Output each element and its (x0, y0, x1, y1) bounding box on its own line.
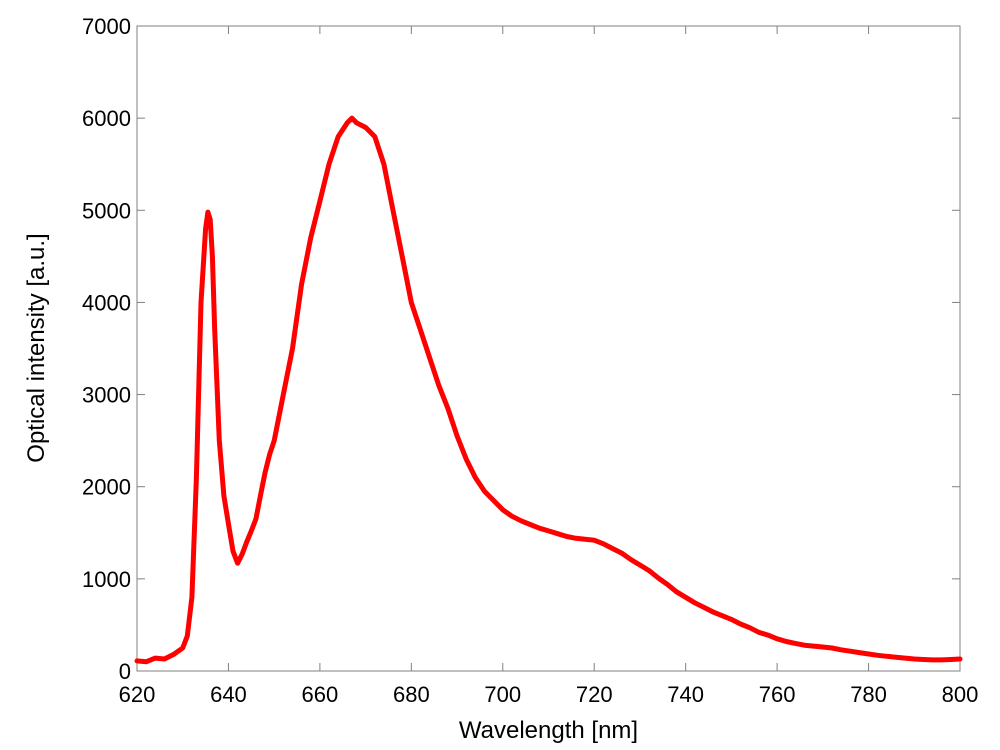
y-tick-label: 7000 (82, 14, 131, 39)
plot-area (136, 25, 961, 672)
series-layer (134, 115, 963, 665)
y-tick-labels: 0 1000 2000 3000 4000 5000 6000 7000 (82, 14, 131, 684)
x-tick-label: 800 (942, 682, 979, 707)
y-tick-label: 1000 (82, 567, 131, 592)
x-tick-label: 760 (759, 682, 796, 707)
x-tick-label: 740 (667, 682, 704, 707)
y-tick-label: 5000 (82, 198, 131, 223)
x-tick-label: 720 (576, 682, 613, 707)
series-line (134, 115, 963, 665)
y-tick-label: 3000 (82, 383, 131, 408)
x-tick-label: 700 (484, 682, 521, 707)
axis-ticks (136, 25, 961, 672)
x-tick-label: 780 (850, 682, 887, 707)
x-tick-label: 680 (393, 682, 430, 707)
x-tick-labels: 620 640 660 680 700 720 740 760 780 800 (119, 682, 979, 707)
x-tick-label: 640 (210, 682, 247, 707)
y-tick-label: 0 (119, 659, 131, 684)
x-axis-title: Wavelength [nm] (459, 717, 638, 744)
x-tick-label: 660 (302, 682, 339, 707)
y-tick-label: 2000 (82, 475, 131, 500)
x-tick-label: 620 (119, 682, 156, 707)
y-tick-label: 6000 (82, 106, 131, 131)
y-tick-label: 4000 (82, 290, 131, 315)
y-axis-title: Optical intensity [a.u.] (23, 233, 50, 462)
